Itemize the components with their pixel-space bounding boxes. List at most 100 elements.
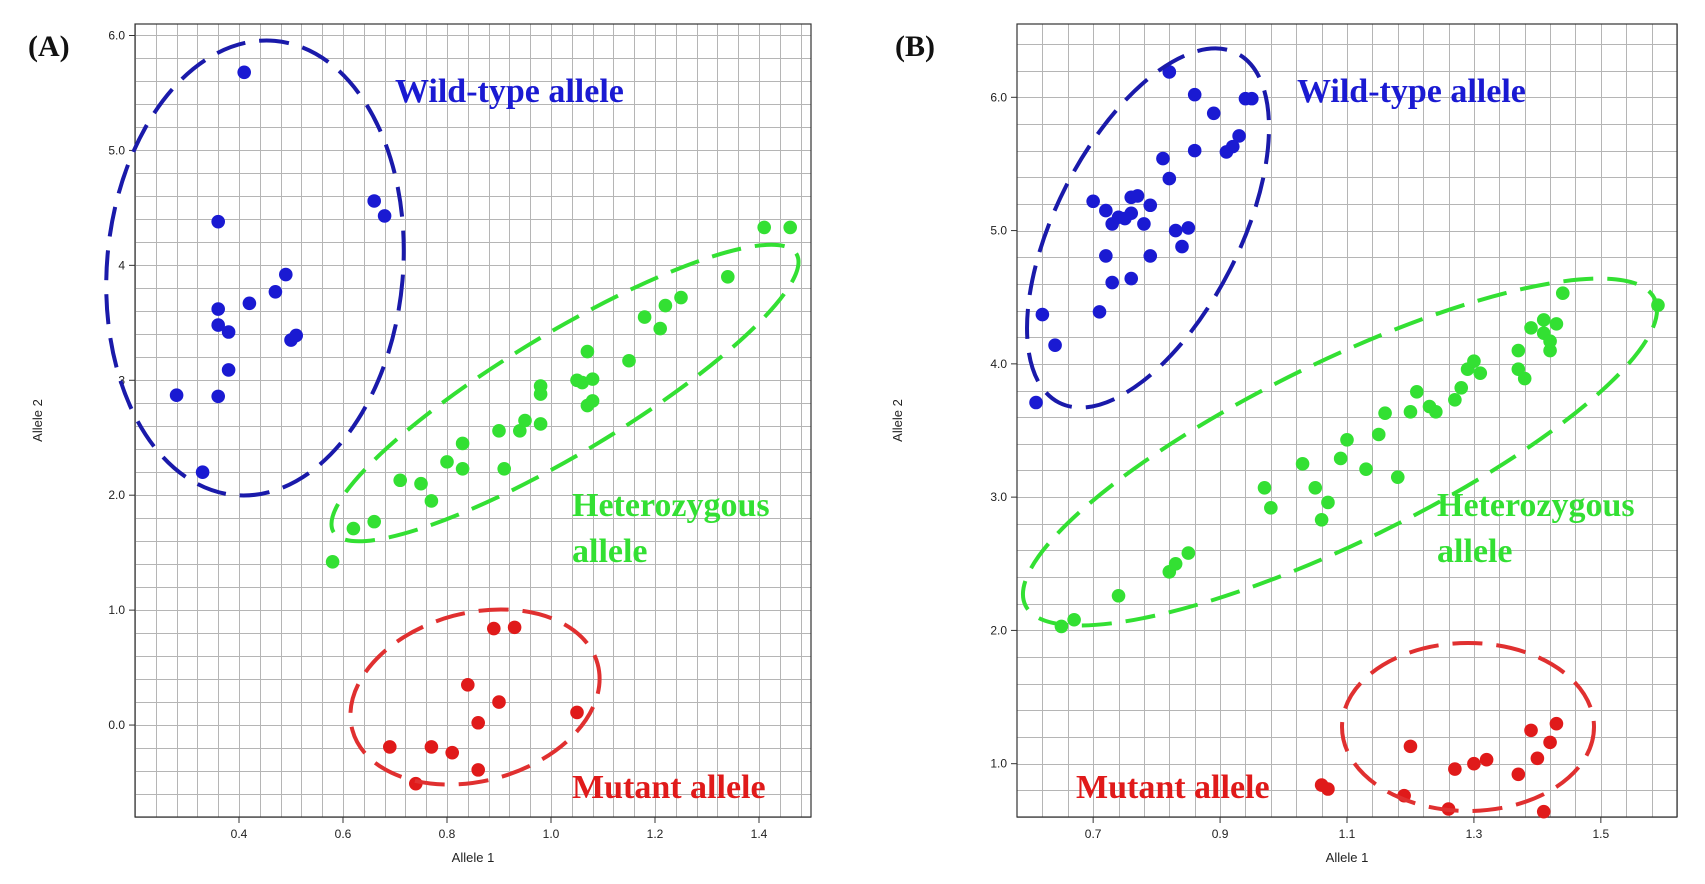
cluster-label: Mutant allele — [1076, 769, 1270, 806]
cluster-ellipse — [1340, 641, 1596, 813]
data-point — [1245, 91, 1259, 106]
data-point — [533, 387, 548, 401]
data-point — [221, 325, 236, 339]
data-point — [1371, 427, 1386, 442]
cluster-ellipse — [1025, 46, 1271, 410]
data-point — [1099, 249, 1113, 263]
data-point — [622, 353, 636, 368]
x-tick-label: 0.8 — [439, 827, 456, 841]
data-point — [1448, 393, 1462, 407]
series-wild-type-allele — [1029, 65, 1259, 410]
data-point — [1333, 451, 1348, 466]
data-point — [424, 740, 439, 754]
data-point — [1029, 395, 1043, 410]
axes-frame — [134, 23, 812, 818]
data-point — [1092, 305, 1107, 319]
chart-panel-b: 0.7 0.9 1.1 1.3 1.5 1.0 2.0 3.0 4.0 5.0 6.0 Allele … — [890, 23, 1678, 865]
panel-label: (A) — [28, 30, 70, 63]
panel-label: (B) — [895, 30, 935, 63]
x-tick-label: 1.4 — [751, 827, 768, 841]
y-tick-label: 1.0 — [990, 757, 1007, 771]
data-point — [1257, 481, 1272, 495]
data-point — [211, 389, 225, 404]
data-point — [1536, 313, 1551, 327]
y-axis-title: Allele 2 — [890, 399, 905, 442]
data-point — [1308, 481, 1323, 495]
data-point — [1390, 470, 1405, 484]
data-point — [221, 363, 236, 377]
data-point — [455, 436, 470, 451]
data-point — [1232, 129, 1246, 143]
data-point — [1048, 338, 1062, 352]
data-point — [1467, 756, 1481, 771]
data-point — [1162, 65, 1177, 79]
cluster-label: Wild-type allele — [395, 73, 624, 110]
data-point — [570, 705, 584, 720]
data-point — [242, 296, 257, 311]
data-point — [1105, 275, 1119, 290]
data-point — [1162, 171, 1177, 186]
x-tick-label: 1.3 — [1466, 827, 1483, 841]
cluster-label: allele — [1437, 533, 1513, 570]
data-point — [1111, 588, 1126, 603]
y-tick-label: 2.0 — [108, 488, 125, 502]
data-point — [195, 465, 210, 480]
series-heterozygous-allele — [325, 220, 797, 569]
data-point — [1340, 433, 1354, 447]
data-point — [1517, 371, 1532, 386]
data-point — [1156, 151, 1170, 166]
data-point — [658, 298, 673, 313]
data-point — [440, 455, 454, 469]
data-point — [1168, 556, 1183, 571]
data-point — [1181, 546, 1196, 560]
data-point — [455, 461, 470, 476]
x-tick-label: 1.0 — [543, 827, 560, 841]
y-tick-label: 3 — [118, 373, 125, 387]
data-point — [507, 620, 522, 635]
data-point — [1175, 239, 1189, 254]
x-tick-label: 0.6 — [335, 827, 352, 841]
data-point — [1403, 739, 1418, 754]
data-point — [674, 290, 688, 305]
data-point — [1524, 723, 1538, 738]
data-point — [211, 302, 225, 316]
data-point — [1473, 366, 1488, 380]
data-point — [1543, 343, 1557, 358]
data-point — [513, 424, 527, 438]
data-point — [518, 413, 532, 428]
data-point — [346, 521, 361, 536]
cluster-ellipse — [329, 242, 801, 544]
cluster-label: Wild-type allele — [1297, 73, 1526, 110]
data-point — [1130, 189, 1145, 203]
data-point — [1124, 206, 1139, 221]
y-tick-label: 5.0 — [990, 224, 1007, 238]
data-point — [1524, 321, 1538, 335]
data-point — [585, 394, 600, 408]
data-point — [1137, 217, 1151, 231]
data-point — [1143, 198, 1158, 213]
cluster-label: Mutant allele — [572, 769, 766, 806]
data-point — [1479, 752, 1494, 767]
data-point — [1530, 751, 1545, 766]
cluster-ellipse — [348, 607, 602, 787]
data-point — [471, 763, 486, 777]
data-point — [1549, 317, 1564, 331]
series-mutant-allele — [1314, 716, 1564, 819]
data-point — [1359, 462, 1373, 476]
cluster-ellipse — [104, 38, 406, 498]
data-point — [492, 424, 506, 438]
data-point — [1511, 343, 1526, 358]
data-point — [424, 494, 439, 508]
data-point — [461, 678, 475, 692]
y-tick-label: 5.0 — [108, 143, 125, 157]
data-point — [653, 321, 667, 336]
data-point — [1295, 457, 1310, 471]
data-point — [1099, 203, 1113, 218]
data-point — [325, 555, 340, 569]
x-axis-title: Allele 1 — [1326, 850, 1369, 865]
data-point — [445, 745, 460, 760]
y-tick-label: 6.0 — [990, 90, 1007, 104]
data-point — [1143, 249, 1158, 263]
data-point — [1225, 139, 1240, 154]
data-point — [268, 284, 283, 299]
